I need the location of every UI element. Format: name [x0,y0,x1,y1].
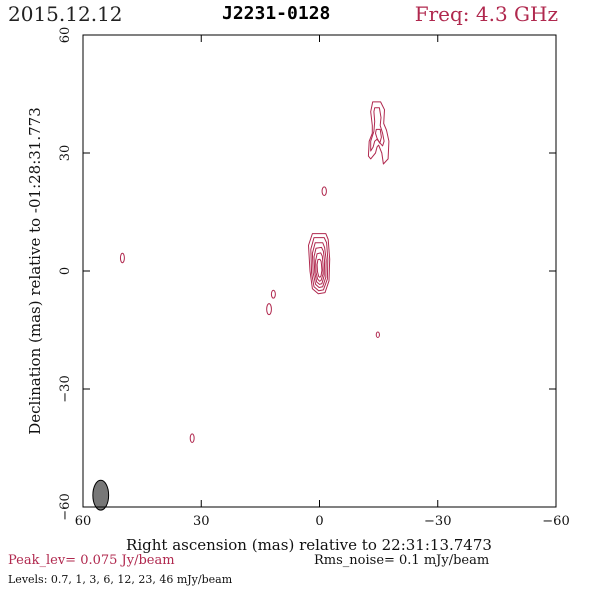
core-contour [310,237,329,292]
core-contour [313,246,326,285]
rms-noise: Rms_noise= 0.1 mJy/beam [314,553,490,568]
y-tick-label: −60 [58,493,73,520]
core-contour [308,233,331,295]
x-axis-label: Right ascension (mas) relative to 22:31:… [126,536,492,554]
core-contour [315,252,324,282]
contour-layer [92,101,390,511]
core-contour [311,242,327,288]
plot-frame [82,34,557,508]
x-tick-label: 0 [315,514,323,529]
y-axis-label: Declination (mas) relative to -01:28:31.… [26,107,44,435]
y-tick-label: 60 [58,27,73,44]
frequency-label: Freq: 4.3 GHz [414,2,558,26]
axis-ticks [82,34,557,508]
source-name: J2231-0128 [222,3,331,24]
contour-island [266,303,272,316]
jet-contour [375,128,382,144]
jet-contour [367,101,390,165]
observation-date: 2015.12.12 [8,2,123,26]
contour-island [270,289,276,299]
y-tick-label: 0 [58,267,73,275]
x-tick-label: −30 [424,514,451,529]
x-tick-label: 30 [193,514,210,529]
jet-contour [370,107,385,152]
beam-ellipse [92,479,110,511]
contour-island [375,331,380,338]
y-tick-label: −30 [58,375,73,402]
x-tick-label: −60 [542,514,569,529]
peak-level: Peak_lev= 0.075 Jy/beam [8,553,175,568]
contour-island [189,433,195,443]
contour-island [321,186,327,196]
y-tick-label: 30 [58,145,73,162]
x-tick-label: 60 [75,514,92,529]
core-contour [316,258,323,278]
contour-island [119,252,125,264]
tick-labels: 60 30 0 −30 −60 −60 −30 0 30 60 [58,27,570,529]
contour-levels: Levels: 0.7, 1, 3, 6, 12, 23, 46 mJy/bea… [8,573,233,586]
